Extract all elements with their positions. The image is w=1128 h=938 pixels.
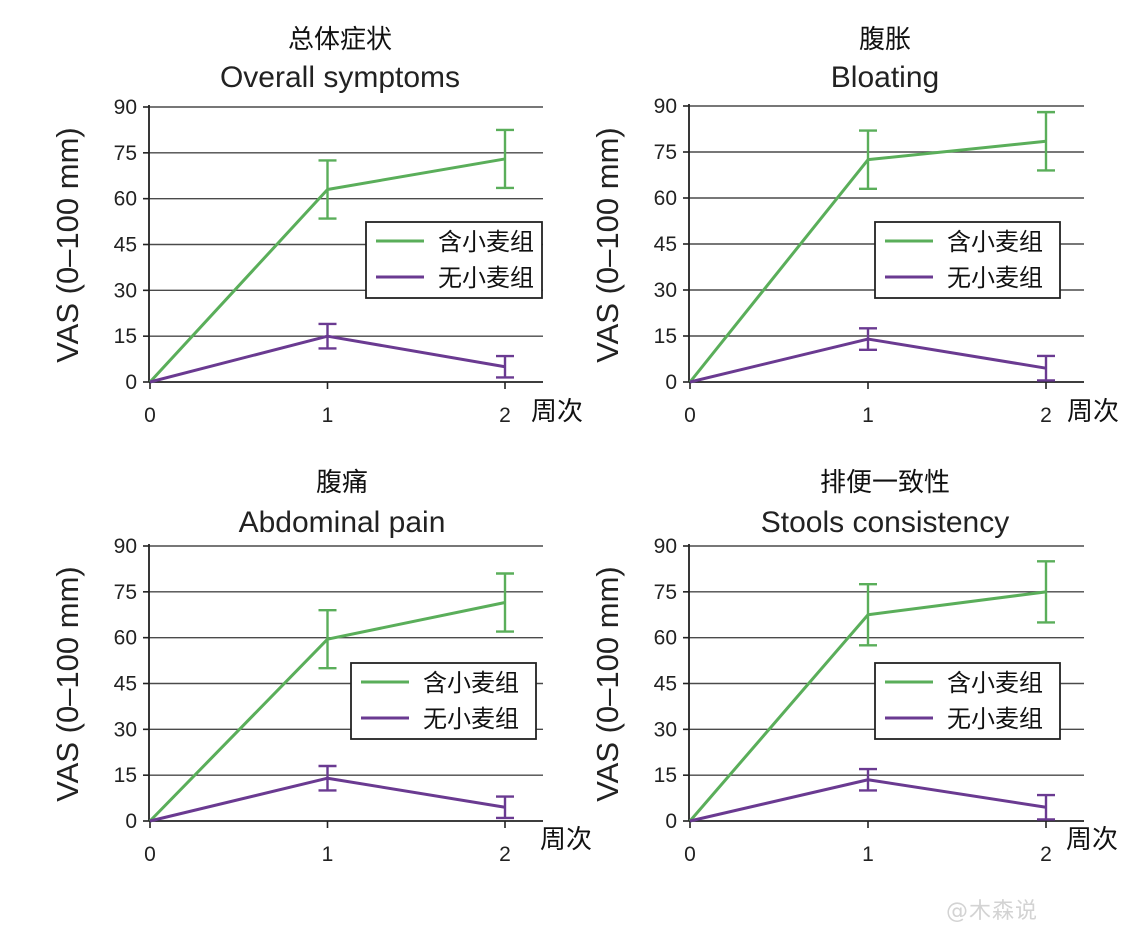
legend-box: [874, 221, 1061, 299]
y-tick-label: 30: [114, 279, 137, 302]
y-tick-label: 30: [654, 718, 677, 741]
x-axis-label: 周次: [531, 397, 583, 427]
legend-label: 含小麦组: [423, 669, 519, 697]
x-tick-label: 1: [862, 843, 874, 866]
y-tick-label: 30: [654, 279, 677, 302]
y-tick-label: 75: [654, 141, 677, 164]
x-tick-label: 0: [144, 843, 156, 866]
y-tick-label: 30: [114, 718, 137, 741]
y-tick-label: 75: [114, 142, 137, 165]
x-axis-label: 周次: [1067, 397, 1119, 427]
legend-label: 含小麦组: [438, 228, 534, 256]
y-tick-label: 45: [654, 673, 677, 696]
chart-title-cn: 排便一致性: [820, 468, 950, 498]
y-axis-label: VAS (0–100 mm): [590, 566, 625, 801]
legend-label: 无小麦组: [947, 264, 1043, 292]
chart-title-en: Abdominal pain: [239, 506, 446, 539]
x-tick-label: 2: [1040, 843, 1052, 866]
y-axis-label: VAS (0–100 mm): [590, 127, 625, 362]
legend-label: 无小麦组: [438, 264, 534, 292]
y-tick-label: 90: [654, 95, 677, 118]
y-tick-label: 0: [665, 810, 677, 833]
y-tick-label: 0: [125, 810, 137, 833]
y-tick-label: 90: [114, 535, 137, 558]
y-tick-label: 45: [114, 673, 137, 696]
x-tick-label: 0: [684, 843, 696, 866]
legend-label: 无小麦组: [423, 705, 519, 733]
chart-title-en: Bloating: [831, 61, 939, 94]
x-tick-label: 0: [684, 404, 696, 427]
y-tick-label: 60: [114, 188, 137, 211]
x-tick-label: 1: [322, 843, 334, 866]
y-tick-label: 90: [654, 535, 677, 558]
y-tick-label: 45: [654, 233, 677, 256]
x-axis-label: 周次: [1066, 825, 1118, 855]
legend-label: 含小麦组: [947, 669, 1043, 697]
y-axis-label: VAS (0–100 mm): [50, 566, 85, 801]
y-tick-label: 15: [654, 764, 677, 787]
watermark-text: @木森说: [946, 899, 1039, 924]
legend-box: [365, 221, 543, 299]
y-tick-label: 60: [654, 187, 677, 210]
y-tick-label: 15: [114, 764, 137, 787]
y-tick-label: 15: [114, 325, 137, 348]
chart-title-en: Stools consistency: [761, 506, 1009, 539]
legend-label: 含小麦组: [947, 228, 1043, 256]
x-tick-label: 1: [322, 404, 334, 427]
x-tick-label: 2: [499, 843, 511, 866]
x-tick-label: 2: [499, 404, 511, 427]
legend-label: 无小麦组: [947, 705, 1043, 733]
chart-title-cn: 总体症状: [288, 25, 392, 55]
y-tick-label: 45: [114, 234, 137, 257]
x-tick-label: 2: [1040, 404, 1052, 427]
y-tick-label: 75: [654, 581, 677, 604]
y-tick-label: 90: [114, 96, 137, 119]
y-tick-label: 0: [665, 371, 677, 394]
y-tick-label: 15: [654, 325, 677, 348]
y-tick-label: 0: [125, 371, 137, 394]
chart-title-cn: 腹胀: [859, 25, 911, 55]
x-axis-label: 周次: [540, 825, 592, 855]
x-tick-label: 0: [144, 404, 156, 427]
y-tick-label: 60: [114, 627, 137, 650]
legend-box: [350, 662, 537, 740]
chart-title-en: Overall symptoms: [220, 61, 460, 94]
legend-box: [874, 662, 1061, 740]
chart-title-cn: 腹痛: [316, 468, 368, 498]
y-axis-label: VAS (0–100 mm): [50, 127, 85, 362]
y-tick-label: 60: [654, 627, 677, 650]
x-tick-label: 1: [862, 404, 874, 427]
y-tick-label: 75: [114, 581, 137, 604]
